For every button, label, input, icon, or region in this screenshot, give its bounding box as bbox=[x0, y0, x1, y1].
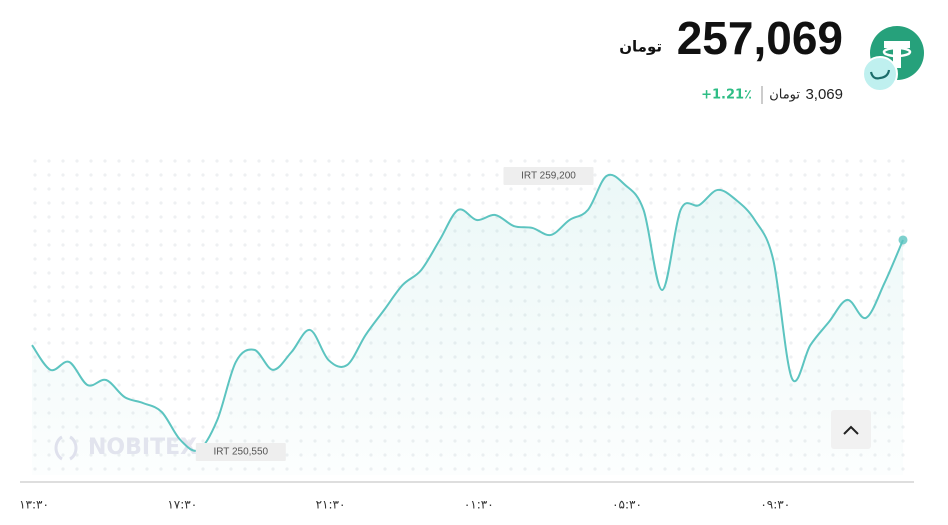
x-tick-label: ۱۳:۳۰ bbox=[19, 498, 49, 512]
price-line bbox=[31, 173, 904, 452]
x-tick-label: ۱۷:۳۰ bbox=[167, 498, 197, 512]
area bbox=[32, 174, 903, 475]
quote-symbol bbox=[869, 69, 891, 80]
quote-logo bbox=[862, 56, 898, 92]
x-tick-label: ۲۱:۳۰ bbox=[316, 498, 346, 512]
x-tick-label: ۰۵:۳۰ bbox=[612, 498, 642, 512]
change-percent: +1.21٪ bbox=[701, 88, 752, 103]
x-tick-label: ۰۹:۳۰ bbox=[760, 498, 790, 512]
scroll-up-button[interactable] bbox=[831, 410, 871, 449]
last-point bbox=[898, 235, 908, 245]
price-tooltip: IRT 250,550 bbox=[213, 447, 268, 458]
coin-symbol-ring bbox=[882, 46, 912, 58]
price-tooltip-bg bbox=[195, 443, 286, 461]
x-tick-label: ۰۱:۳۰ bbox=[464, 498, 494, 512]
price: 257,069 bbox=[677, 12, 843, 64]
change-unit: تومان bbox=[769, 88, 800, 103]
price-tooltip-bg bbox=[503, 167, 594, 185]
price-unit: تومان bbox=[619, 38, 662, 56]
price-tooltip: IRT 259,200 bbox=[521, 171, 576, 182]
change-amount: 3,069 bbox=[805, 86, 843, 103]
